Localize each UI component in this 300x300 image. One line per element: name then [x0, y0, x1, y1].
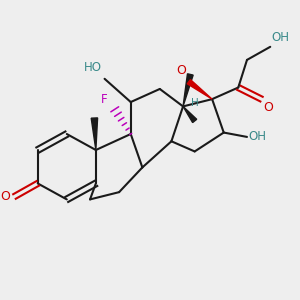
Polygon shape — [91, 118, 98, 150]
Polygon shape — [187, 80, 212, 99]
Text: OH: OH — [248, 130, 266, 143]
Polygon shape — [183, 106, 197, 123]
Text: O: O — [0, 190, 10, 203]
Text: OH: OH — [272, 31, 290, 44]
Text: O: O — [176, 64, 186, 77]
Polygon shape — [183, 74, 193, 106]
Text: H: H — [191, 98, 199, 109]
Text: HO: HO — [84, 61, 102, 74]
Text: O: O — [263, 100, 273, 114]
Text: F: F — [101, 93, 107, 106]
